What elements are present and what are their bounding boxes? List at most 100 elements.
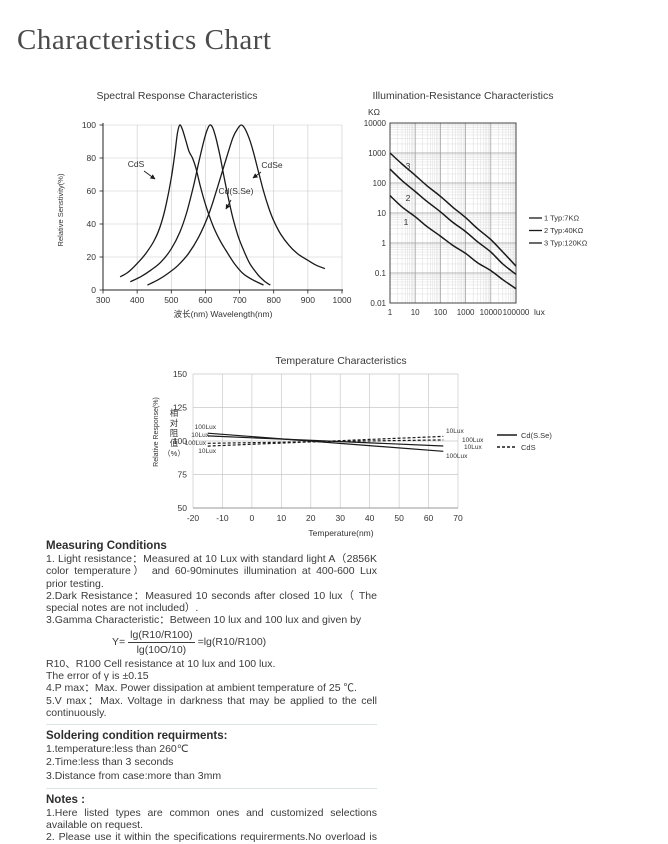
- y-tick-label: 50: [178, 503, 188, 513]
- temp-xaxis-label: Temperature(nm): [308, 528, 373, 538]
- x-tick-label: 1000: [457, 308, 475, 317]
- temp-yaxis-label-en: Relative Response(%): [153, 397, 160, 467]
- notes-item: 1.Here listed types are common ones and …: [46, 806, 377, 832]
- x-tick-label: 70: [453, 513, 463, 523]
- x-tick-label: 700: [232, 295, 246, 305]
- formula-denominator: lg(10O/10): [136, 643, 187, 656]
- gamma-formula: Y= lg(R10/R100) lg(10O/10) =lg(R10/R100): [112, 629, 377, 656]
- section-divider: [46, 724, 377, 726]
- soldering-list: 1.temperature:less than 260℃ 2.Time:less…: [46, 743, 377, 783]
- y-tick-label: 0: [91, 285, 96, 295]
- y-tick-label: 150: [173, 369, 187, 379]
- x-unit-label: lux: [534, 307, 546, 317]
- lux-line-label: 10Lux: [191, 432, 209, 439]
- y-tick-label: 75: [178, 470, 188, 480]
- annotation-CdS: CdS: [128, 159, 145, 169]
- y-tick-label: 125: [173, 403, 187, 413]
- y-unit-label: KΩ: [368, 107, 380, 117]
- y-tick-label: 80: [87, 153, 97, 163]
- spectral-response-chart: 300 400 500 600 700 800 900 1000 0 20 40 60 80 100 Spe…: [56, 90, 352, 319]
- notes-heading: Notes :: [46, 793, 85, 806]
- x-tick-label: 10: [411, 308, 420, 317]
- y-tick-label: 100: [373, 179, 387, 188]
- text-sections: Measuring Conditions 1. Light resistance…: [46, 540, 377, 844]
- measuring-item: 3.Gamma Characteristic：Between 10 lux an…: [46, 614, 362, 627]
- x-tick-label: 1000: [333, 295, 352, 305]
- section-divider: [46, 787, 377, 789]
- y-tick-label: 20: [87, 252, 97, 262]
- lux-line-label: 100Lux: [462, 437, 484, 444]
- annotation-arrow: [225, 199, 232, 210]
- temperature-characteristics-chart: -20 -10 0 10 20 30 40 50 60 70 50 75 100 125 150 Temper…: [153, 355, 552, 538]
- x-tick-label: 40: [365, 513, 375, 523]
- formula-lhs: Y=: [112, 636, 126, 649]
- y-tick-label: 100: [82, 120, 96, 130]
- curve-number-label: 2: [406, 193, 411, 203]
- measuring-item: 2.Dark Resistance：Measured 10 seconds af…: [46, 589, 377, 615]
- x-tick-label: 300: [96, 295, 110, 305]
- legend-label: CdS: [521, 443, 536, 452]
- x-tick-label: 20: [306, 513, 316, 523]
- y-tick-label: 100: [173, 436, 187, 446]
- x-tick-label: 50: [394, 513, 404, 523]
- annotation-Cd(S.Se): Cd(S.Se): [219, 186, 254, 196]
- lux-line-label: 100Lux: [446, 453, 468, 460]
- x-tick-label: -20: [187, 513, 200, 523]
- legend-label: 2 Typ:40KΩ: [544, 226, 584, 235]
- x-tick-label: 400: [130, 295, 144, 305]
- y-tick-label: 40: [87, 219, 97, 229]
- spectral-chart-title: Spectral Response Characteristics: [96, 90, 257, 102]
- soldering-item: 2.Time:less than 3 seconds: [46, 756, 174, 769]
- annotation-arrow: [252, 171, 262, 179]
- soldering-heading: Soldering condition requirments:: [46, 730, 228, 743]
- y-tick-label: 0.01: [370, 299, 386, 308]
- annotation-CdSe: CdSe: [261, 160, 283, 170]
- curve-CdS: [119, 124, 264, 286]
- formula-rhs: =lg(R10/R100): [197, 636, 267, 649]
- x-tick-label: 60: [424, 513, 434, 523]
- x-tick-label: 100: [434, 308, 448, 317]
- curve-number-label: 3: [406, 161, 411, 171]
- soldering-item: 1.temperature:less than 260℃: [46, 743, 189, 756]
- x-tick-label: 600: [198, 295, 212, 305]
- legend-label: 1 Typ:7KΩ: [544, 214, 579, 223]
- x-tick-label: 10: [277, 513, 287, 523]
- curve-CdS 10Lux: [207, 435, 444, 447]
- x-tick-label: -10: [216, 513, 229, 523]
- y-tick-label: 0.1: [375, 269, 387, 278]
- temp-yaxis-label-cn: 相对阻值（%）: [163, 408, 185, 458]
- x-tick-label: 30: [335, 513, 345, 523]
- lux-line-label: 10Lux: [198, 448, 216, 455]
- x-tick-label: 100000: [503, 308, 530, 317]
- notes-item: 2. Please use it within the specificatio…: [46, 831, 377, 844]
- annotation-arrow: [143, 170, 156, 180]
- y-tick-label: 1: [382, 239, 387, 248]
- y-tick-label: 10000: [364, 119, 387, 128]
- measuring-item: 4.P max：Max. Power dissipation at ambien…: [46, 682, 357, 695]
- curve-1: [389, 195, 517, 290]
- curve-CdSe: [147, 124, 326, 286]
- legend-label: Cd(S.Se): [521, 431, 552, 440]
- lux-line-label: 100Lux: [195, 424, 217, 431]
- lux-line-label: 10Lux: [446, 428, 464, 435]
- x-tick-label: 800: [267, 295, 281, 305]
- curve-number-label: 1: [404, 217, 409, 227]
- y-tick-label: 1000: [368, 149, 386, 158]
- illumination-resistance-chart: 1 10 100 1000 10000 1000001000010001001010.10…: [364, 90, 588, 317]
- curve-Cd(S.Se) 100Lux: [207, 432, 444, 452]
- y-tick-label: 60: [87, 186, 97, 196]
- formula-fraction: lg(R10/R100) lg(10O/10): [128, 628, 195, 656]
- soldering-item: 3.Distance from case:more than 3mm: [46, 769, 222, 782]
- x-tick-label: 900: [301, 295, 315, 305]
- measuring-conditions-heading: Measuring Conditions: [46, 540, 167, 552]
- measuring-item: 5.V max：Max. Voltage in darkness that ma…: [46, 694, 377, 719]
- x-tick-label: 1: [388, 308, 393, 317]
- y-tick-label: 10: [377, 209, 386, 218]
- measuring-item: 1. Light resistance：Measured at 10 Lux w…: [46, 553, 377, 590]
- page-title: Characteristics Chart: [17, 24, 272, 56]
- formula-numerator: lg(R10/R100): [128, 628, 195, 643]
- measuring-item: R10、R100 Cell resistance at 10 lux and 1…: [46, 657, 276, 670]
- legend-label: 3 Typ:120KΩ: [544, 239, 588, 248]
- curve-3: [389, 152, 517, 267]
